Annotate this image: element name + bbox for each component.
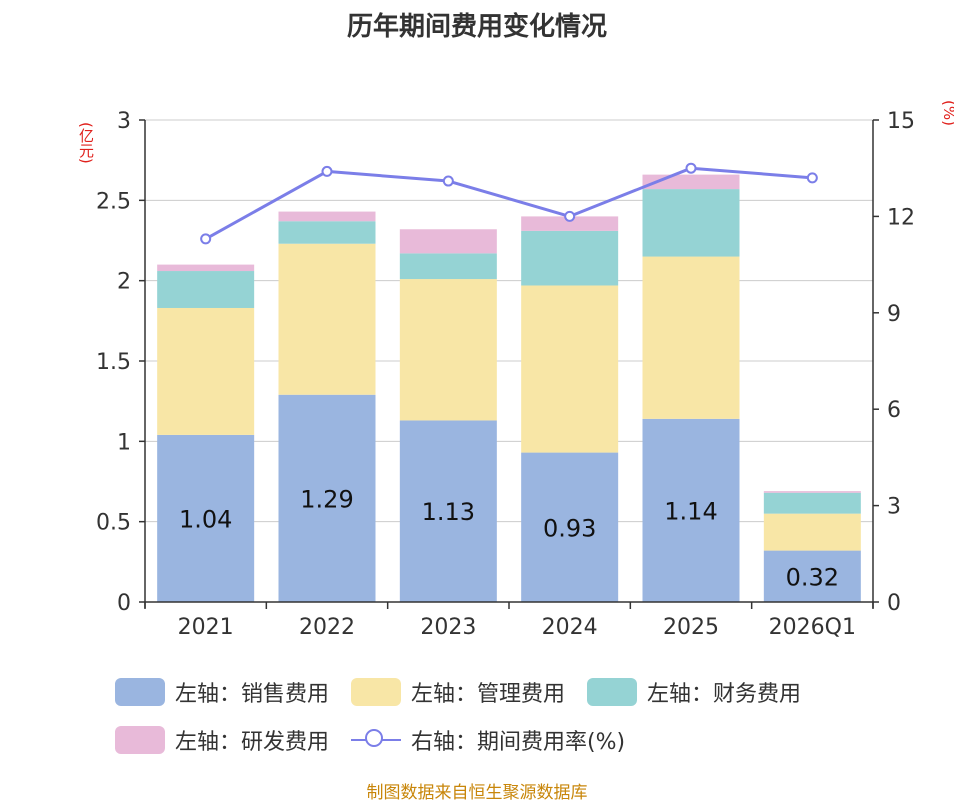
legend-item-rd[interactable]: 左轴：研发费用 bbox=[115, 724, 329, 756]
right-axis-tick-label: 6 bbox=[887, 398, 901, 423]
bar-finance bbox=[157, 271, 255, 308]
bar-admin bbox=[157, 307, 255, 435]
bar-sales bbox=[763, 550, 861, 602]
bar-rd bbox=[157, 264, 255, 272]
x-axis-tick-label: 2022 bbox=[299, 615, 355, 640]
legend-label-finance: 左轴：财务费用 bbox=[647, 682, 802, 707]
legend-swatch-finance bbox=[587, 678, 638, 706]
legend-item-finance[interactable]: 左轴：财务费用 bbox=[587, 676, 801, 708]
bar-rd bbox=[399, 229, 497, 254]
bar-value-label: 1.29 bbox=[300, 485, 353, 513]
bar-finance bbox=[521, 230, 619, 286]
bar-sales bbox=[399, 420, 497, 602]
legend-label-sales: 左轴：销售费用 bbox=[175, 682, 330, 707]
legend-item-rate[interactable]: 右轴：期间费用率(%) bbox=[351, 724, 625, 756]
right-axis-tick-label: 12 bbox=[887, 205, 915, 230]
legend-label-rate: 右轴：期间费用率(%) bbox=[411, 730, 626, 755]
bar-value-label: 1.13 bbox=[422, 498, 475, 526]
left-axis-tick-label: 2 bbox=[117, 270, 131, 295]
rate-point bbox=[685, 162, 697, 174]
legend: 左轴：销售费用 左轴：管理费用 左轴：财务费用 左轴：研发费用 右轴：期间费用率… bbox=[115, 668, 915, 764]
legend-swatch-rate bbox=[351, 726, 402, 754]
bar-finance bbox=[399, 253, 497, 280]
bar-rd bbox=[763, 491, 861, 493]
chart-title: 历年期间费用变化情况 bbox=[346, 12, 607, 42]
bar-value-label: 1.14 bbox=[664, 497, 717, 525]
legend-item-admin[interactable]: 左轴：管理费用 bbox=[351, 676, 565, 708]
bar-value-label: 0.93 bbox=[543, 514, 596, 542]
bar-finance bbox=[763, 492, 861, 514]
x-axis-tick-label: 2021 bbox=[178, 615, 234, 640]
rate-point bbox=[200, 233, 212, 245]
legend-swatch-admin bbox=[351, 678, 402, 706]
left-axis-tick-label: 1.5 bbox=[96, 350, 131, 375]
legend-label-admin: 左轴：管理费用 bbox=[411, 682, 566, 707]
x-axis-tick-label: 2025 bbox=[663, 615, 719, 640]
right-axis-tick-label: 9 bbox=[887, 302, 901, 327]
left-axis-tick-label: 3 bbox=[117, 109, 131, 134]
left-axis-tick-label: 1 bbox=[117, 430, 131, 455]
bar-admin bbox=[763, 513, 861, 551]
rate-point bbox=[442, 175, 454, 187]
right-axis-unit: (%) bbox=[940, 100, 954, 126]
stacked-bar-line-chart: 0 0.5 1 1.5 2 2.5 3 0 3 6 9 12 15 1.04 1.29 1.13 0.93 1.1… bbox=[96, 109, 915, 640]
bar-sales bbox=[521, 452, 619, 602]
rate-point bbox=[564, 210, 576, 222]
right-axis-tick-label: 0 bbox=[887, 591, 901, 616]
x-axis-tick-label: 2024 bbox=[542, 615, 598, 640]
bar-sales bbox=[278, 394, 376, 602]
legend-label-rd: 左轴：研发费用 bbox=[175, 730, 330, 755]
bar-finance bbox=[278, 221, 376, 244]
left-axis-tick-label: 2.5 bbox=[96, 189, 131, 214]
rate-point bbox=[806, 172, 818, 184]
left-axis-unit: (亿元) bbox=[77, 122, 95, 164]
right-axis-tick-label: 15 bbox=[887, 109, 915, 134]
rate-line bbox=[204, 166, 813, 241]
legend-swatch-rd bbox=[115, 726, 165, 754]
rate-point bbox=[321, 165, 333, 177]
x-axis-tick-label: 2023 bbox=[420, 615, 476, 640]
legend-swatch-sales bbox=[115, 678, 165, 706]
bar-admin bbox=[642, 256, 740, 419]
bar-value-label: 0.32 bbox=[786, 563, 839, 591]
bar-value-label: 1.04 bbox=[179, 505, 232, 533]
left-axis-tick-label: 0 bbox=[117, 591, 131, 616]
bar-sales bbox=[642, 418, 740, 602]
data-source-note: 制图数据来自恒生聚源数据库 bbox=[366, 783, 588, 803]
legend-item-sales[interactable]: 左轴：销售费用 bbox=[115, 676, 329, 708]
right-axis-tick-label: 3 bbox=[887, 495, 901, 520]
x-axis-tick-label: 2026Q1 bbox=[769, 615, 856, 640]
bar-admin bbox=[521, 285, 619, 453]
bar-finance bbox=[642, 189, 740, 257]
left-axis-tick-label: 0.5 bbox=[96, 511, 131, 536]
bar-admin bbox=[278, 243, 376, 395]
bar-rd bbox=[278, 211, 376, 222]
bar-admin bbox=[399, 279, 497, 421]
bar-rd bbox=[521, 216, 619, 231]
bar-sales bbox=[157, 434, 255, 602]
